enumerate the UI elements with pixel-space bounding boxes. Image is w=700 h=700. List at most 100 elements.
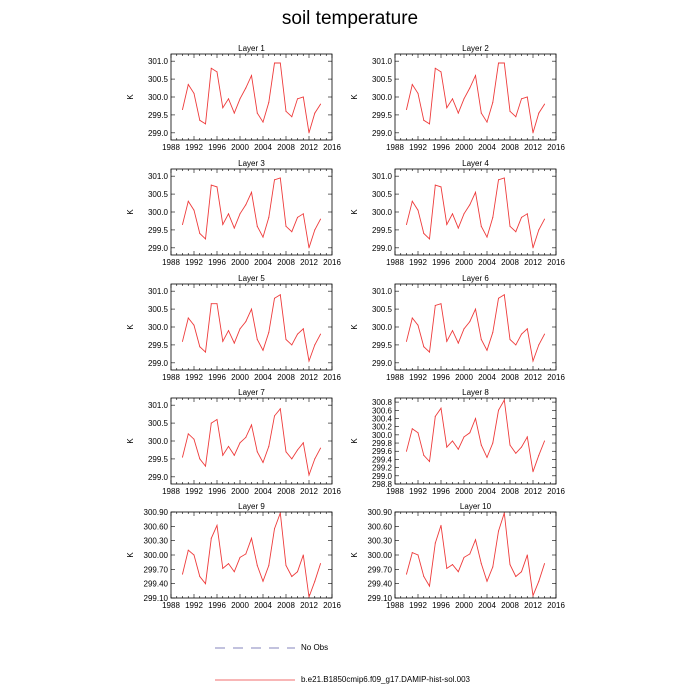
y-tick-label: 300.60 xyxy=(144,522,169,531)
data-point xyxy=(457,342,459,344)
data-point xyxy=(187,317,189,319)
y-tick-label: 299.0 xyxy=(372,129,393,138)
panel-title: Layer 5 xyxy=(238,274,265,283)
data-point xyxy=(239,442,241,444)
data-point xyxy=(532,247,534,249)
data-point xyxy=(480,444,482,446)
chart-panel-2: Layer 2 1988 1992 1996 2000 2004 2008 2012 2016 2… xyxy=(350,44,565,152)
chart-panel-8: Layer 8 1988 1992 1996 2000 2004 2008 2012 2016 2… xyxy=(350,388,565,496)
data-point xyxy=(503,62,505,64)
y-tick-label: 299.5 xyxy=(372,111,393,120)
y-tick-label: 301.0 xyxy=(148,57,169,66)
data-point xyxy=(205,583,206,585)
data-point xyxy=(417,432,419,434)
data-point xyxy=(452,98,453,100)
x-tick-label: 2004 xyxy=(254,258,272,267)
x-tick-label: 1996 xyxy=(432,258,450,267)
y-tick-label: 299.2 xyxy=(372,464,393,473)
data-point xyxy=(503,399,505,401)
panel-title: Layer 6 xyxy=(462,274,489,283)
x-tick-label: 2012 xyxy=(300,601,318,610)
data-point xyxy=(503,177,505,179)
y-tick-label: 299.70 xyxy=(144,565,169,574)
y-tick-label: 300.5 xyxy=(372,75,393,84)
data-point xyxy=(480,339,482,341)
data-point xyxy=(411,428,413,430)
x-tick-label: 2008 xyxy=(277,601,295,610)
series-line xyxy=(406,512,545,598)
data-point xyxy=(279,512,281,514)
x-tick-label: 2000 xyxy=(455,487,473,496)
y-tick-label: 299.4 xyxy=(372,455,393,464)
data-point xyxy=(302,213,304,215)
data-point xyxy=(452,213,453,215)
x-tick-label: 1996 xyxy=(432,601,450,610)
chart-panel-6: Layer 6 1988 1992 1996 2000 2004 2008 2012 2016 2… xyxy=(350,274,565,382)
data-point xyxy=(216,303,218,305)
data-point xyxy=(228,213,229,215)
data-point xyxy=(268,101,270,103)
x-tick-label: 2016 xyxy=(547,601,565,610)
data-point xyxy=(440,524,442,526)
x-tick-label: 2012 xyxy=(300,258,318,267)
data-point xyxy=(469,87,471,89)
panel-title: Layer 10 xyxy=(460,502,492,511)
y-tick-label: 300.5 xyxy=(148,305,169,314)
data-point xyxy=(457,448,459,450)
x-tick-label: 2008 xyxy=(277,143,295,152)
data-point xyxy=(417,92,419,94)
y-tick-label: 299.0 xyxy=(148,244,169,253)
data-point xyxy=(308,474,310,476)
y-tick-label: 299.0 xyxy=(372,472,393,481)
y-tick-label: 300.0 xyxy=(148,437,169,446)
data-point xyxy=(297,449,298,451)
data-point xyxy=(469,432,471,434)
data-point xyxy=(475,308,476,310)
data-point xyxy=(406,109,407,111)
y-tick-label: 300.90 xyxy=(144,508,169,517)
data-point xyxy=(463,98,465,100)
data-point xyxy=(285,565,287,567)
y-tick-label: 300.5 xyxy=(372,305,393,314)
y-tick-label: 299.0 xyxy=(148,359,169,368)
data-point xyxy=(521,216,522,218)
data-point xyxy=(199,458,201,460)
data-point xyxy=(314,229,316,231)
y-tick-label: 299.5 xyxy=(372,226,393,235)
y-tick-label: 300.30 xyxy=(144,537,169,546)
x-tick-label: 2016 xyxy=(323,373,341,382)
data-point xyxy=(233,571,235,573)
data-point xyxy=(245,321,247,323)
chart-panel-4: Layer 4 1988 1992 1996 2000 2004 2008 2012 2016 2… xyxy=(350,159,565,267)
data-point xyxy=(239,98,241,100)
data-point xyxy=(285,225,287,227)
data-point xyxy=(205,465,206,467)
data-point xyxy=(297,98,298,100)
series-line xyxy=(406,398,545,472)
data-point xyxy=(239,556,241,558)
y-axis-label: K xyxy=(350,552,359,558)
data-point xyxy=(279,294,281,296)
data-point xyxy=(532,360,534,362)
data-point xyxy=(279,408,281,410)
data-point xyxy=(434,305,436,306)
data-point xyxy=(302,554,304,556)
x-tick-label: 1988 xyxy=(386,601,404,610)
data-point xyxy=(544,218,545,220)
data-point xyxy=(187,200,189,202)
x-tick-label: 2008 xyxy=(501,487,519,496)
data-point xyxy=(469,204,471,206)
x-tick-label: 1988 xyxy=(386,487,404,496)
data-point xyxy=(440,71,442,73)
data-point xyxy=(291,116,293,118)
data-point xyxy=(262,236,264,238)
y-tick-label: 299.6 xyxy=(372,447,393,456)
x-tick-label: 2016 xyxy=(323,143,341,152)
data-point xyxy=(411,200,413,202)
data-point xyxy=(509,339,511,341)
data-point xyxy=(429,351,430,353)
x-tick-label: 1988 xyxy=(162,143,180,152)
data-point xyxy=(210,422,212,424)
data-point xyxy=(503,512,505,514)
